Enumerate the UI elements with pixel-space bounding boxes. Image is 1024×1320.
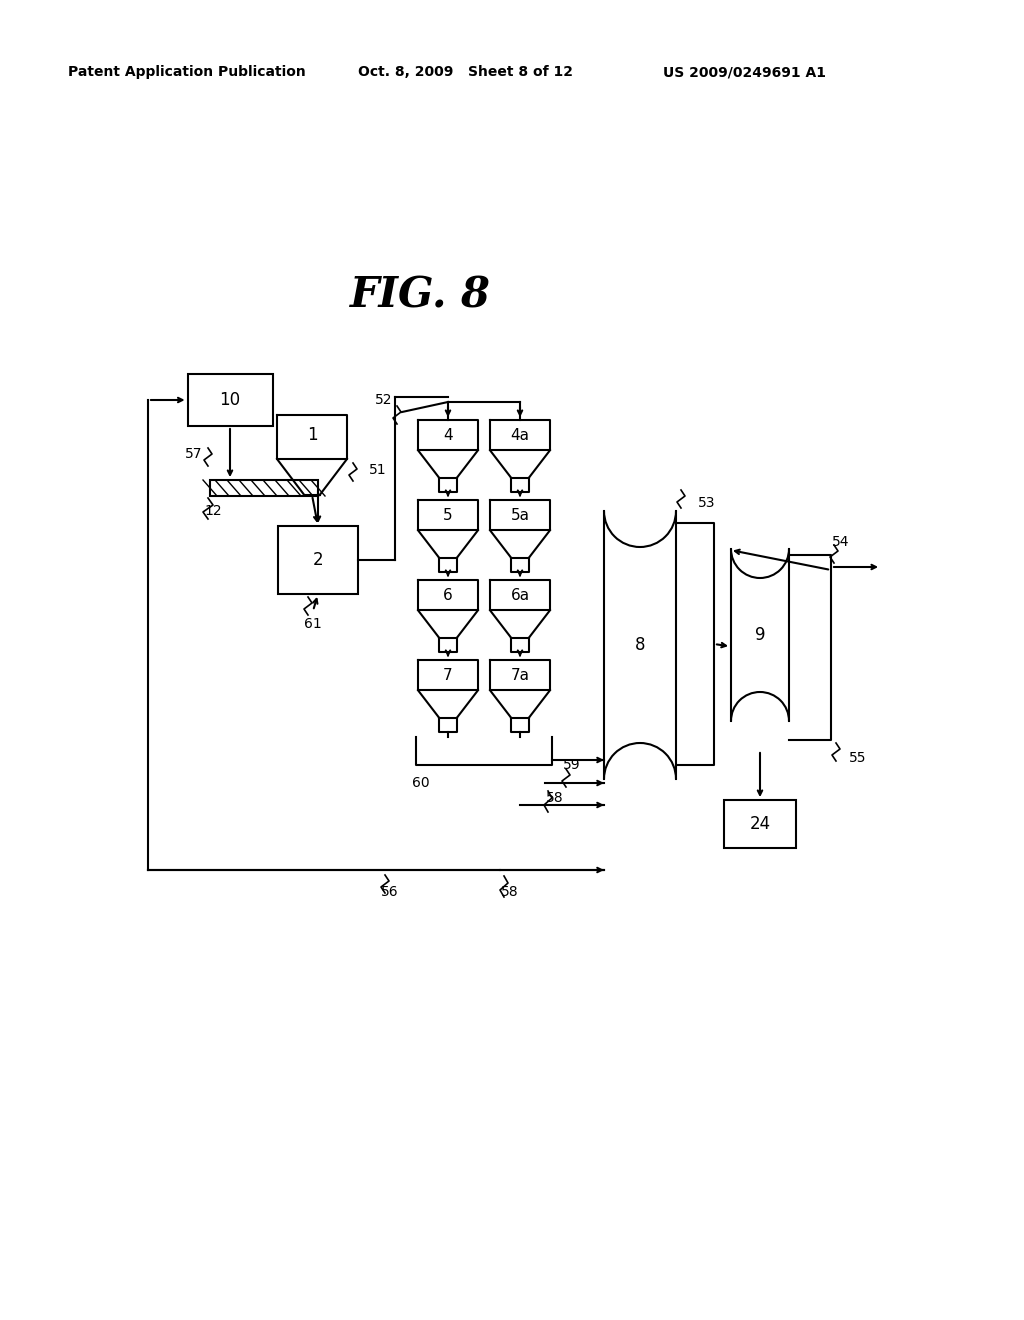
Text: 51: 51 xyxy=(369,463,387,477)
Bar xyxy=(187,374,272,426)
Text: 10: 10 xyxy=(219,391,241,409)
Text: Patent Application Publication: Patent Application Publication xyxy=(68,65,306,79)
Text: US 2009/0249691 A1: US 2009/0249691 A1 xyxy=(663,65,826,79)
Text: 8: 8 xyxy=(635,636,645,653)
Text: 61: 61 xyxy=(304,616,322,631)
Text: 7a: 7a xyxy=(511,668,529,682)
Text: 58: 58 xyxy=(501,884,519,899)
Bar xyxy=(724,800,796,847)
Text: 52: 52 xyxy=(375,393,392,407)
Text: 54: 54 xyxy=(833,535,850,549)
Text: 1: 1 xyxy=(306,426,317,444)
Bar xyxy=(210,480,318,496)
Text: 9: 9 xyxy=(755,626,765,644)
Text: 2: 2 xyxy=(312,550,324,569)
Text: 12: 12 xyxy=(204,504,222,517)
Text: 4a: 4a xyxy=(511,428,529,442)
Text: 60: 60 xyxy=(413,776,430,789)
Text: 59: 59 xyxy=(563,758,581,772)
Text: 56: 56 xyxy=(381,884,398,899)
Text: 53: 53 xyxy=(698,496,716,510)
Text: 7: 7 xyxy=(443,668,453,682)
Text: 57: 57 xyxy=(184,447,202,461)
Text: 6a: 6a xyxy=(510,587,529,603)
Text: 4: 4 xyxy=(443,428,453,442)
Text: 55: 55 xyxy=(849,751,866,766)
Text: FIG. 8: FIG. 8 xyxy=(349,275,490,315)
Text: 24: 24 xyxy=(750,814,771,833)
Text: 6: 6 xyxy=(443,587,453,603)
Text: Oct. 8, 2009   Sheet 8 of 12: Oct. 8, 2009 Sheet 8 of 12 xyxy=(358,65,573,79)
Text: 5a: 5a xyxy=(511,508,529,523)
Bar xyxy=(278,525,358,594)
Text: 5: 5 xyxy=(443,508,453,523)
Text: 58: 58 xyxy=(546,791,564,805)
